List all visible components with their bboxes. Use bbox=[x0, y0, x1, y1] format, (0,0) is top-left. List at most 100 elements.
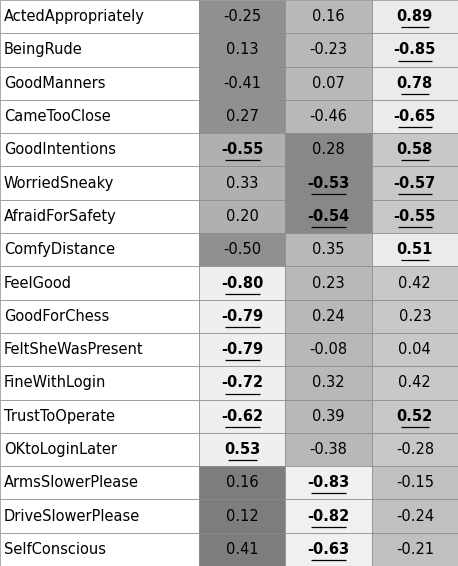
Bar bbox=[285, 333, 372, 366]
Bar bbox=[285, 100, 372, 133]
Text: -0.72: -0.72 bbox=[221, 375, 263, 391]
Text: ArmsSlowerPlease: ArmsSlowerPlease bbox=[4, 475, 139, 490]
Bar bbox=[0, 466, 199, 499]
Text: 0.04: 0.04 bbox=[398, 342, 431, 357]
Bar bbox=[372, 267, 458, 299]
Bar bbox=[372, 200, 458, 233]
Bar bbox=[0, 366, 199, 400]
Bar bbox=[372, 366, 458, 400]
Bar bbox=[199, 133, 285, 166]
Text: 0.28: 0.28 bbox=[312, 142, 345, 157]
Bar bbox=[199, 267, 285, 299]
Bar bbox=[0, 166, 199, 200]
Text: -0.25: -0.25 bbox=[224, 9, 262, 24]
Bar bbox=[0, 133, 199, 166]
Text: FeelGood: FeelGood bbox=[4, 276, 71, 290]
Text: 0.27: 0.27 bbox=[226, 109, 259, 124]
Text: 0.53: 0.53 bbox=[224, 442, 261, 457]
Bar bbox=[199, 299, 285, 333]
Bar bbox=[199, 366, 285, 400]
Bar bbox=[285, 366, 372, 400]
Bar bbox=[372, 0, 458, 33]
Text: -0.83: -0.83 bbox=[307, 475, 350, 490]
Text: AfraidForSafety: AfraidForSafety bbox=[4, 209, 116, 224]
Bar bbox=[0, 233, 199, 267]
Bar bbox=[199, 533, 285, 566]
Bar bbox=[199, 400, 285, 433]
Text: -0.54: -0.54 bbox=[307, 209, 350, 224]
Text: -0.85: -0.85 bbox=[394, 42, 436, 57]
Text: -0.82: -0.82 bbox=[307, 509, 350, 524]
Bar bbox=[199, 0, 285, 33]
Bar bbox=[372, 233, 458, 267]
Text: -0.28: -0.28 bbox=[396, 442, 434, 457]
Text: TrustToOperate: TrustToOperate bbox=[4, 409, 114, 424]
Text: -0.53: -0.53 bbox=[307, 175, 350, 191]
Bar bbox=[285, 33, 372, 67]
Text: 0.23: 0.23 bbox=[312, 276, 345, 290]
Text: -0.65: -0.65 bbox=[394, 109, 436, 124]
Text: GoodIntentions: GoodIntentions bbox=[4, 142, 116, 157]
Bar bbox=[285, 400, 372, 433]
Bar bbox=[0, 433, 199, 466]
Text: WorriedSneaky: WorriedSneaky bbox=[4, 175, 114, 191]
Bar bbox=[199, 466, 285, 499]
Bar bbox=[285, 533, 372, 566]
Text: BeingRude: BeingRude bbox=[4, 42, 82, 57]
Text: -0.57: -0.57 bbox=[394, 175, 436, 191]
Bar bbox=[285, 67, 372, 100]
Bar bbox=[372, 499, 458, 533]
Bar bbox=[0, 33, 199, 67]
Text: -0.23: -0.23 bbox=[310, 42, 348, 57]
Bar bbox=[372, 299, 458, 333]
Text: 0.20: 0.20 bbox=[226, 209, 259, 224]
Text: CameTooClose: CameTooClose bbox=[4, 109, 110, 124]
Bar bbox=[199, 200, 285, 233]
Bar bbox=[199, 233, 285, 267]
Bar bbox=[285, 0, 372, 33]
Text: -0.79: -0.79 bbox=[221, 342, 263, 357]
Bar bbox=[285, 233, 372, 267]
Bar bbox=[199, 33, 285, 67]
Text: 0.23: 0.23 bbox=[398, 309, 431, 324]
Text: -0.63: -0.63 bbox=[308, 542, 349, 557]
Text: -0.55: -0.55 bbox=[221, 142, 263, 157]
Bar bbox=[372, 67, 458, 100]
Bar bbox=[372, 533, 458, 566]
Text: -0.55: -0.55 bbox=[394, 209, 436, 224]
Text: -0.41: -0.41 bbox=[224, 76, 262, 91]
Text: 0.35: 0.35 bbox=[312, 242, 345, 257]
Bar bbox=[372, 100, 458, 133]
Bar bbox=[0, 533, 199, 566]
Text: OKtoLoginLater: OKtoLoginLater bbox=[4, 442, 117, 457]
Bar bbox=[372, 166, 458, 200]
Bar bbox=[285, 166, 372, 200]
Bar bbox=[285, 200, 372, 233]
Text: FeltSheWasPresent: FeltSheWasPresent bbox=[4, 342, 143, 357]
Text: 0.12: 0.12 bbox=[226, 509, 259, 524]
Bar bbox=[0, 299, 199, 333]
Text: 0.24: 0.24 bbox=[312, 309, 345, 324]
Text: -0.15: -0.15 bbox=[396, 475, 434, 490]
Text: 0.39: 0.39 bbox=[312, 409, 345, 424]
Text: ActedAppropriately: ActedAppropriately bbox=[4, 9, 145, 24]
Bar bbox=[285, 433, 372, 466]
Bar bbox=[372, 466, 458, 499]
Bar bbox=[0, 200, 199, 233]
Text: -0.79: -0.79 bbox=[221, 309, 263, 324]
Bar bbox=[199, 433, 285, 466]
Text: 0.78: 0.78 bbox=[397, 76, 433, 91]
Bar bbox=[0, 333, 199, 366]
Text: 0.89: 0.89 bbox=[397, 9, 433, 24]
Bar bbox=[0, 100, 199, 133]
Text: 0.51: 0.51 bbox=[397, 242, 433, 257]
Text: GoodManners: GoodManners bbox=[4, 76, 105, 91]
Text: 0.32: 0.32 bbox=[312, 375, 345, 391]
Bar bbox=[285, 299, 372, 333]
Text: 0.07: 0.07 bbox=[312, 76, 345, 91]
Bar bbox=[372, 133, 458, 166]
Bar bbox=[285, 133, 372, 166]
Text: -0.62: -0.62 bbox=[221, 409, 263, 424]
Bar bbox=[199, 67, 285, 100]
Text: FineWithLogin: FineWithLogin bbox=[4, 375, 106, 391]
